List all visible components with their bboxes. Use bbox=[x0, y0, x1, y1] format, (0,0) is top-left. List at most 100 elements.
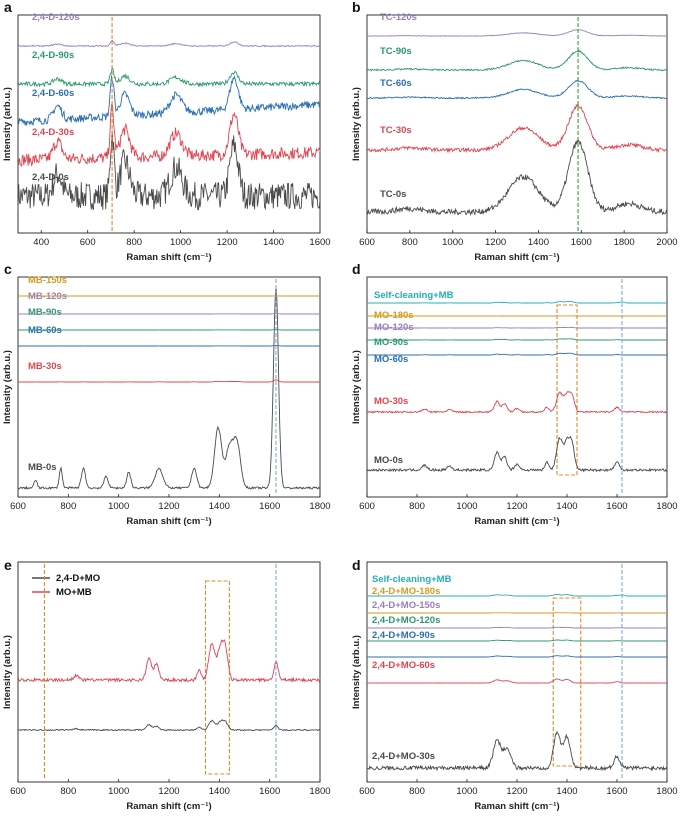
series-line-2,4-D-120s bbox=[17, 39, 321, 48]
series-label: 2,4-D+MO-90s bbox=[372, 630, 435, 641]
x-tick-label: 1600 bbox=[606, 786, 627, 797]
series-label: 2,4-D+MO-60s bbox=[372, 660, 435, 671]
x-tick-label: 1200 bbox=[506, 501, 527, 512]
x-tick-label: 1600 bbox=[571, 237, 592, 248]
x-tick-label: 800 bbox=[60, 786, 76, 797]
y-axis-label: Intensity (arb.u.) bbox=[2, 87, 13, 161]
x-tick-label: 600 bbox=[359, 786, 375, 797]
x-tick-label: 600 bbox=[10, 501, 26, 512]
series-line-TC-120s bbox=[366, 29, 668, 37]
x-tick-label: 1600 bbox=[259, 501, 280, 512]
x-tick-label: 1400 bbox=[556, 786, 577, 797]
x-tick-label: 1000 bbox=[442, 237, 463, 248]
series-line-TC-90s bbox=[366, 49, 668, 72]
series-label: MB-60s bbox=[28, 325, 62, 336]
highlight-box bbox=[204, 580, 230, 775]
series-label: TC-60s bbox=[380, 78, 412, 89]
x-tick-label: 600 bbox=[359, 501, 375, 512]
series-line-TC-0s bbox=[366, 139, 668, 217]
series-line-Self-cleaning+MB bbox=[367, 593, 667, 597]
x-tick-label: 1000 bbox=[108, 501, 129, 512]
panel-letter: a bbox=[4, 0, 12, 15]
highlight-box bbox=[552, 597, 582, 767]
x-tick-label: 1400 bbox=[209, 786, 230, 797]
series-line-2,4-D-30s bbox=[17, 103, 321, 167]
series-line-2,4-D+MO bbox=[17, 718, 321, 732]
x-axis-label: Raman shift (cm⁻¹) bbox=[474, 516, 559, 527]
x-tick-label: 1000 bbox=[108, 786, 129, 797]
series-line-2,4-D+MO-30s bbox=[366, 730, 668, 772]
x-tick-label: 1800 bbox=[656, 786, 677, 797]
series-label: 2,4-D+MO-150s bbox=[372, 600, 440, 611]
x-tick-label: 1600 bbox=[606, 501, 627, 512]
series-label: 2,4-D-0s bbox=[32, 172, 69, 183]
x-tick-label: 1200 bbox=[158, 786, 179, 797]
x-tick-label: 1200 bbox=[485, 237, 506, 248]
series-label: 2,4-D-120s bbox=[32, 12, 80, 23]
series-label: TC-90s bbox=[380, 46, 412, 57]
x-axis-label: Raman shift (cm⁻¹) bbox=[126, 516, 211, 527]
y-axis-label: Intensity (arb.u.) bbox=[351, 87, 362, 161]
panel-1: 600 800 1000 1200 1400 1600 1800 2000 Raman shif… bbox=[351, 0, 678, 263]
series-line-MO+MB bbox=[17, 639, 321, 684]
x-tick-label: 1200 bbox=[506, 786, 527, 797]
series-line-MO-90s bbox=[367, 338, 667, 341]
x-tick-label: 1800 bbox=[614, 237, 635, 248]
series-line-2,4-D-60s bbox=[17, 75, 321, 127]
x-tick-label: 1000 bbox=[170, 237, 191, 248]
series-label: 2,4-D-60s bbox=[32, 88, 74, 99]
series-line-MO-120s bbox=[367, 326, 667, 329]
series-line-MB-60s bbox=[18, 345, 320, 347]
series-label: 2,4-D+MO-120s bbox=[372, 615, 440, 626]
x-tick-label: 2000 bbox=[656, 237, 677, 248]
series-line-MO-30s bbox=[366, 390, 668, 414]
x-tick-label: 1000 bbox=[456, 501, 477, 512]
series-label: MO-180s bbox=[374, 310, 414, 321]
legend-label: MO+MB bbox=[56, 587, 92, 598]
x-tick-label: 1200 bbox=[217, 237, 238, 248]
series-line-MO-60s bbox=[367, 352, 667, 356]
series-line-2,4-D-0s bbox=[17, 130, 321, 211]
x-tick-label: 1400 bbox=[263, 237, 284, 248]
x-tick-label: 800 bbox=[409, 786, 425, 797]
series-line-TC-30s bbox=[366, 103, 668, 154]
series-line-2,4-D+MO-90s bbox=[367, 655, 667, 658]
series-label: MO-60s bbox=[374, 354, 408, 365]
panel-letter: d bbox=[352, 557, 361, 573]
x-tick-label: 1800 bbox=[309, 786, 330, 797]
panel-0: 400 600 800 1000 1200 1400 1600 Raman shift (cm… bbox=[2, 0, 331, 263]
series-label: 2,4-D-30s bbox=[32, 127, 74, 138]
series-label: MB-30s bbox=[28, 361, 62, 372]
x-axis-label: Raman shift (cm⁻¹) bbox=[126, 801, 211, 812]
series-line-2,4-D+MO-60s bbox=[366, 678, 668, 684]
panel-letter: b bbox=[352, 0, 361, 15]
x-tick-label: 800 bbox=[60, 501, 76, 512]
series-line-2,4-D+MO-120s bbox=[367, 639, 667, 642]
series-label: MB-0s bbox=[28, 462, 57, 473]
x-tick-label: 1600 bbox=[259, 786, 280, 797]
x-tick-label: 1200 bbox=[158, 501, 179, 512]
x-tick-label: 1800 bbox=[309, 501, 330, 512]
legend-label: 2,4-D+MO bbox=[56, 573, 100, 584]
y-axis-label: Intensity (arb.u.) bbox=[351, 350, 362, 424]
highlight-box bbox=[556, 304, 578, 476]
y-axis-label: Intensity (arb.u.) bbox=[351, 635, 362, 709]
y-axis-label: Intensity (arb.u.) bbox=[2, 635, 13, 709]
series-label: MO-0s bbox=[374, 455, 403, 466]
x-tick-label: 600 bbox=[80, 237, 96, 248]
y-axis-label: Intensity (arb.u.) bbox=[2, 350, 13, 424]
series-label: MO-90s bbox=[374, 337, 408, 348]
series-label: 2,4-D+MO-30s bbox=[372, 751, 435, 762]
x-tick-label: 1400 bbox=[209, 501, 230, 512]
x-axis-label: Raman shift (cm⁻¹) bbox=[126, 252, 211, 263]
x-tick-label: 1400 bbox=[556, 501, 577, 512]
panel-letter: e bbox=[4, 557, 12, 573]
x-tick-label: 800 bbox=[409, 501, 425, 512]
x-tick-label: 400 bbox=[33, 237, 49, 248]
series-label: MB-150s bbox=[28, 275, 67, 286]
x-tick-label: 1000 bbox=[456, 786, 477, 797]
series-label: TC-120s bbox=[380, 12, 417, 23]
panel-letter: c bbox=[4, 261, 12, 277]
panel-3: 600 800 1000 1200 1400 1600 1800 Raman shift (c… bbox=[351, 261, 678, 527]
